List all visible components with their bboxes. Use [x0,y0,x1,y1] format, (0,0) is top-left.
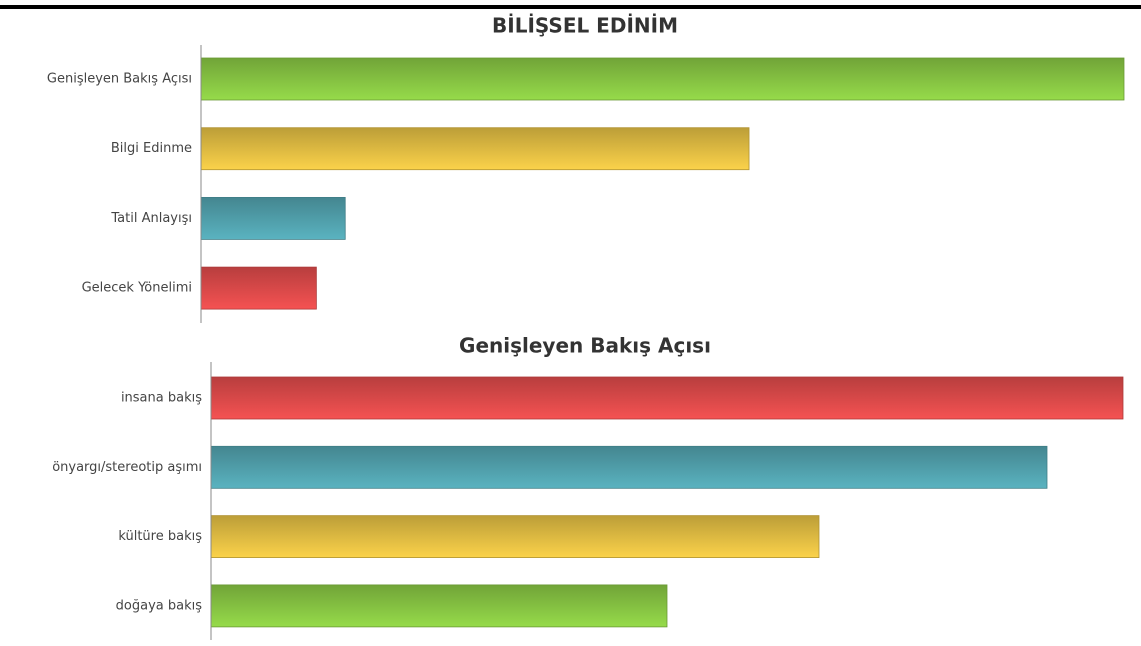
y-tick-label: kültüre bakış [118,529,202,544]
chart-title: Genişleyen Bakış Açısı [459,334,711,358]
bar [210,515,820,558]
y-tick-label: Tatil Anlayışı [110,211,192,226]
y-tick-label: Bilgi Edinme [111,141,192,156]
bar [200,196,346,240]
y-tick-label: Genişleyen Bakış Açısı [47,72,192,87]
bar [210,584,668,628]
bar [200,266,317,310]
chart-title: BİLİŞSEL EDİNİM [492,14,678,38]
bar [210,376,1124,420]
top-rule [0,5,1141,9]
bar [210,445,1048,489]
y-tick-label: Gelecek Yönelimi [82,281,192,296]
y-tick-label: önyargı/stereotip aşımı [52,460,202,475]
bar [200,57,1125,101]
y-tick-label: doğaya bakış [116,598,203,613]
bar [200,127,750,171]
y-tick-label: insana bakış [121,391,202,406]
